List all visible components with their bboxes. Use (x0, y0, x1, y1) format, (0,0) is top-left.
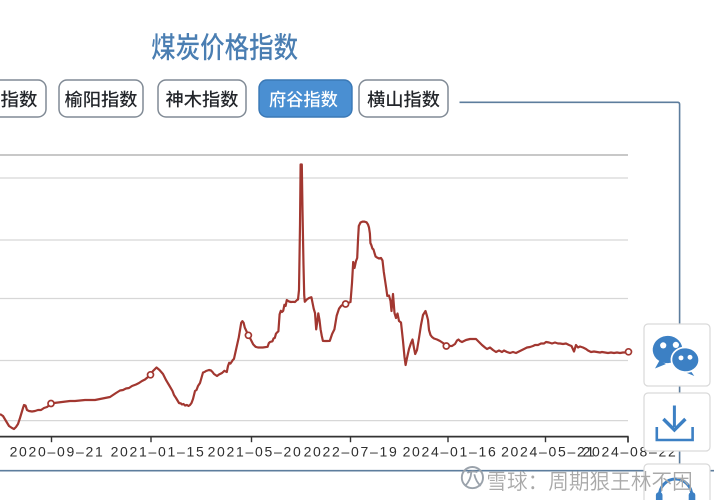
svg-text:2024–05–21: 2024–05–21 (501, 444, 596, 460)
svg-text:2024–01–16: 2024–01–16 (403, 444, 498, 460)
svg-text:2022–07–19: 2022–07–19 (304, 444, 399, 460)
svg-text:2021–05–20: 2021–05–20 (208, 444, 303, 460)
svg-text:2020–09–21: 2020–09–21 (10, 444, 105, 460)
svg-text:2021–01–15: 2021–01–15 (111, 444, 206, 460)
